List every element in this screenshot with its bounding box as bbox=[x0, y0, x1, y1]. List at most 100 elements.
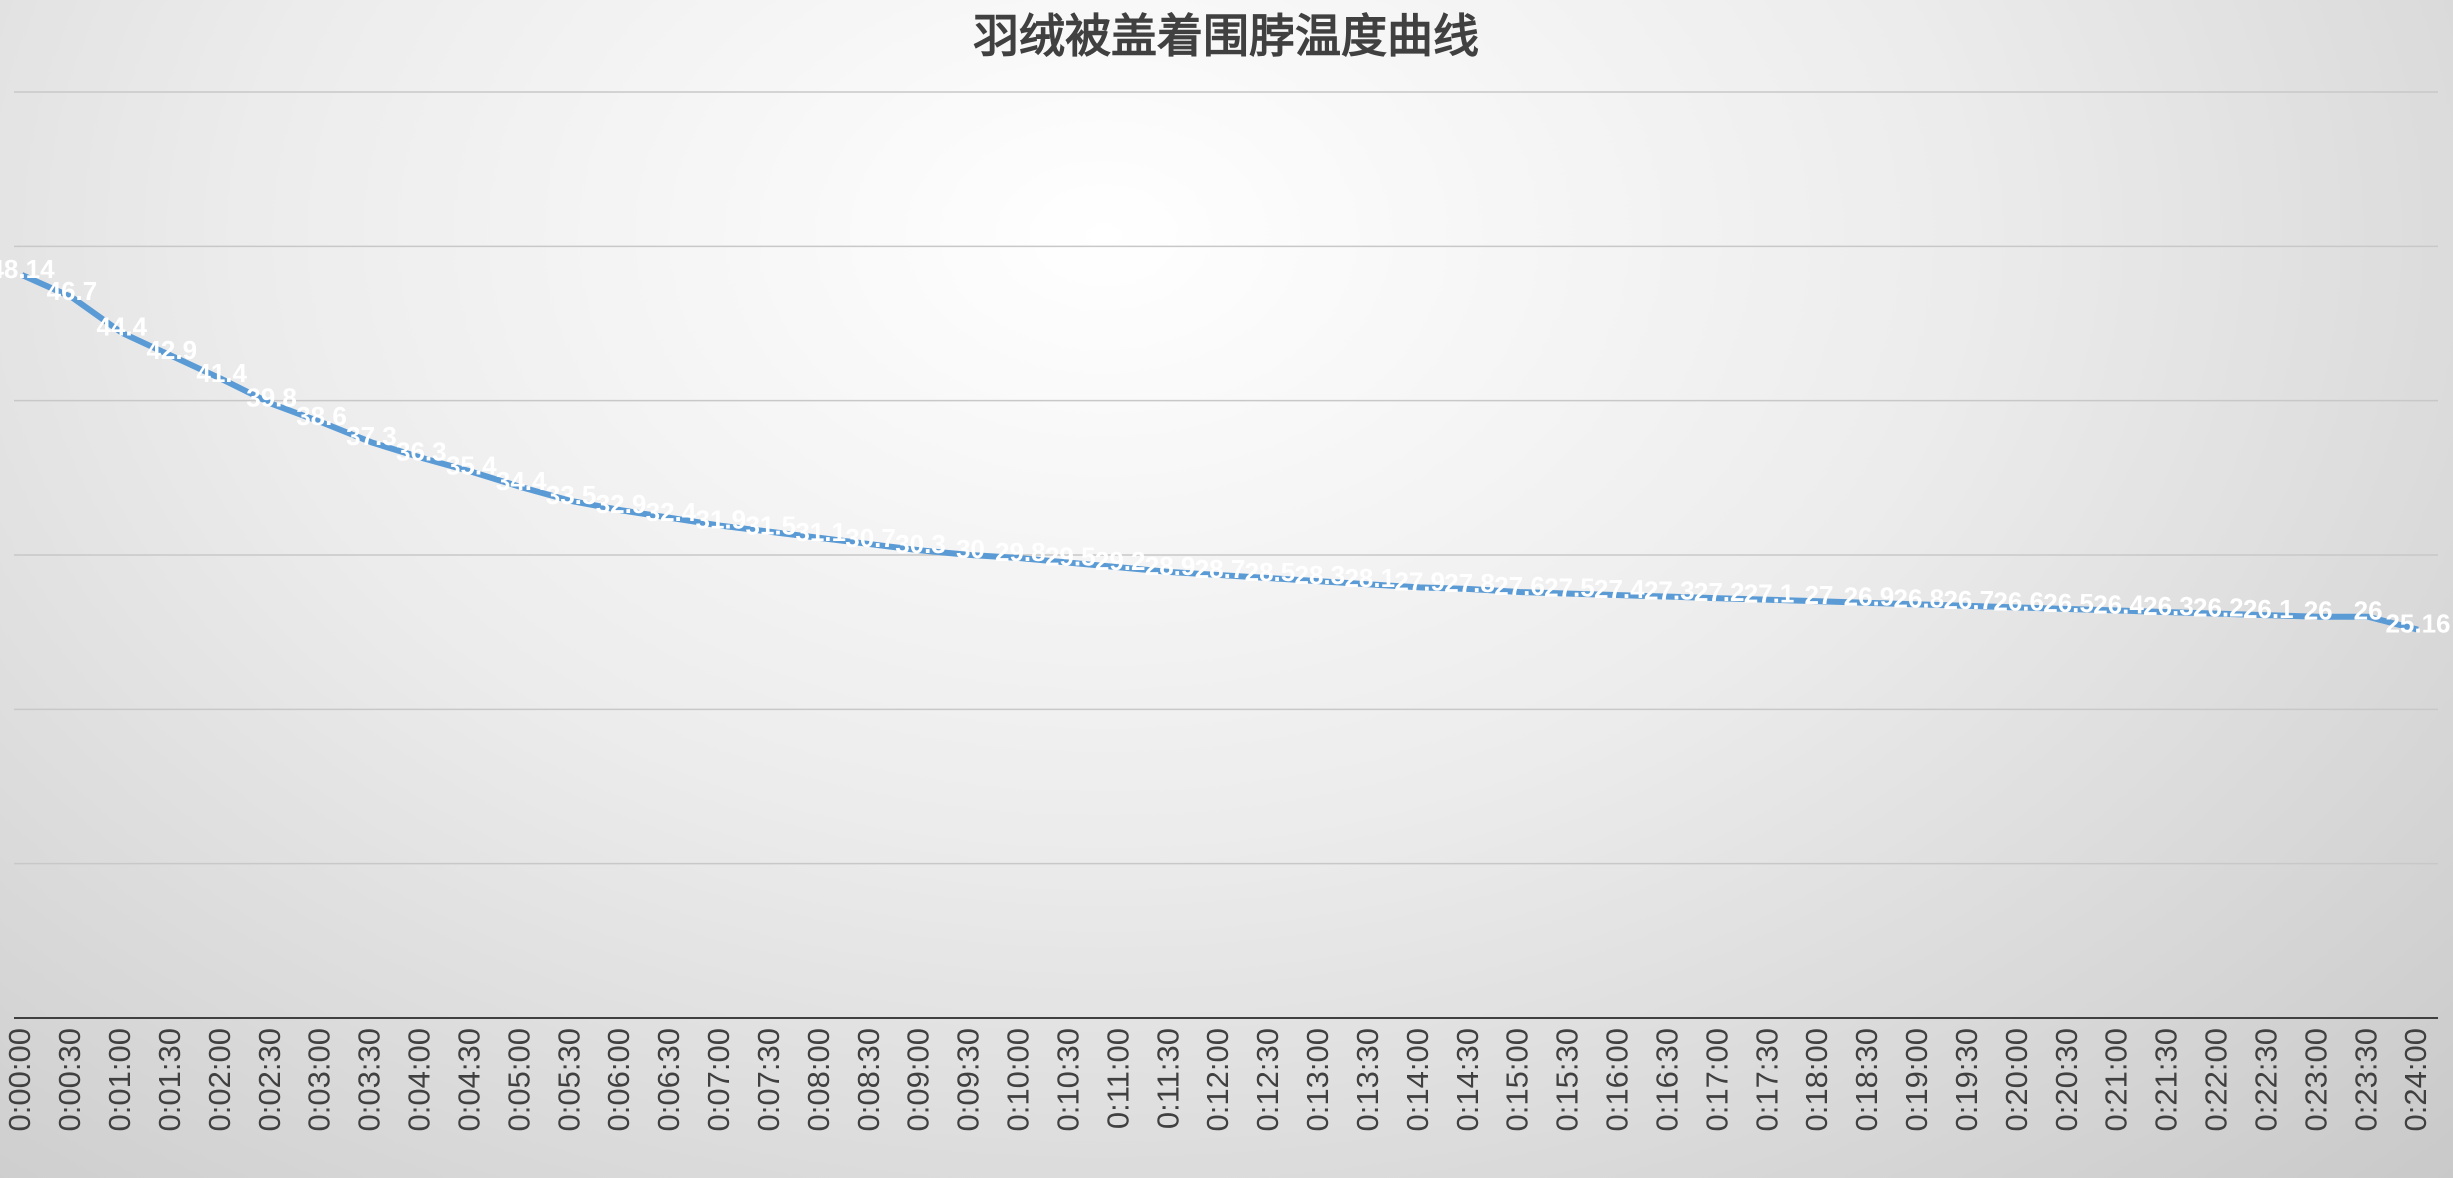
data-label: 42.9 bbox=[146, 335, 197, 365]
data-label: 33.5 bbox=[546, 480, 597, 510]
x-tick-label: 0:01:30 bbox=[152, 1028, 187, 1131]
x-tick-label: 0:18:30 bbox=[1849, 1028, 1884, 1131]
data-label: 31.1 bbox=[795, 517, 846, 547]
x-tick-label: 0:06:00 bbox=[601, 1028, 636, 1131]
data-label: 26.3 bbox=[2143, 591, 2194, 621]
x-tick-label: 0:00:00 bbox=[2, 1028, 37, 1131]
x-tick-label: 0:22:00 bbox=[2199, 1028, 2234, 1131]
x-tick-label: 0:11:00 bbox=[1100, 1028, 1135, 1129]
data-label: 29.8 bbox=[995, 537, 1046, 567]
x-tick-label: 0:19:00 bbox=[1899, 1028, 1934, 1131]
x-tick-label: 0:23:00 bbox=[2298, 1028, 2333, 1131]
data-label: 28.5 bbox=[1245, 557, 1296, 587]
x-tick-label: 0:08:00 bbox=[801, 1028, 836, 1131]
x-tick-label: 0:17:30 bbox=[1749, 1028, 1784, 1131]
data-label: 26.6 bbox=[1993, 586, 2044, 616]
data-label: 26.2 bbox=[2193, 593, 2244, 623]
data-label: 28.1 bbox=[1344, 563, 1395, 593]
x-tick-label: 0:07:30 bbox=[751, 1028, 786, 1131]
data-label: 30.7 bbox=[845, 523, 896, 553]
x-tick-label: 0:13:30 bbox=[1350, 1028, 1385, 1131]
x-tick-label: 0:09:00 bbox=[901, 1028, 936, 1131]
x-tick-label: 0:04:00 bbox=[402, 1028, 437, 1131]
data-label: 26.9 bbox=[1844, 582, 1895, 612]
x-tick-label: 0:13:00 bbox=[1300, 1028, 1335, 1131]
x-tick-label: 0:03:30 bbox=[352, 1028, 387, 1131]
x-tick-label: 0:02:00 bbox=[202, 1028, 237, 1131]
data-label: 31.5 bbox=[745, 511, 796, 541]
data-label: 48.14 bbox=[0, 254, 55, 284]
x-tick-label: 0:21:30 bbox=[2149, 1028, 2184, 1131]
x-tick-label: 0:24:00 bbox=[2398, 1028, 2433, 1131]
x-tick-label: 0:20:30 bbox=[2049, 1028, 2084, 1131]
x-tick-label: 0:02:30 bbox=[252, 1028, 287, 1131]
data-label: 34.4 bbox=[496, 466, 547, 496]
data-label: 26.8 bbox=[1894, 583, 1945, 613]
data-label: 41.4 bbox=[196, 358, 247, 388]
data-label: 26.1 bbox=[2243, 594, 2294, 624]
data-label: 26.5 bbox=[2043, 588, 2094, 618]
data-label: 32.9 bbox=[596, 489, 647, 519]
x-tick-label: 0:16:00 bbox=[1600, 1028, 1635, 1131]
data-label: 29.5 bbox=[1045, 542, 1096, 572]
x-tick-label: 0:07:00 bbox=[701, 1028, 736, 1131]
data-label: 25.16 bbox=[2385, 609, 2450, 639]
x-tick-label: 0:15:30 bbox=[1550, 1028, 1585, 1131]
line bbox=[20, 272, 2419, 633]
x-tick-label: 0:09:30 bbox=[951, 1028, 986, 1131]
x-tick-label: 0:12:00 bbox=[1200, 1028, 1235, 1131]
x-tick-label: 0:08:30 bbox=[851, 1028, 886, 1131]
x-tick-label: 0:05:00 bbox=[501, 1028, 536, 1131]
x-tick-label: 0:17:00 bbox=[1699, 1028, 1734, 1131]
x-tick-label: 0:00:30 bbox=[52, 1028, 87, 1131]
x-tick-label: 0:21:00 bbox=[2099, 1028, 2134, 1131]
x-tick-label: 0:12:30 bbox=[1250, 1028, 1285, 1131]
data-label: 39.8 bbox=[246, 383, 297, 413]
data-label: 44.4 bbox=[97, 312, 148, 342]
data-label: 27.2 bbox=[1694, 577, 1745, 607]
x-tick-label: 0:23:30 bbox=[2348, 1028, 2383, 1131]
x-tick-label: 0:16:30 bbox=[1649, 1028, 1684, 1131]
data-label: 27 bbox=[1805, 580, 1834, 610]
data-label: 31.9 bbox=[696, 505, 747, 535]
x-tick-label: 0:10:00 bbox=[1001, 1028, 1036, 1131]
x-tick-label: 0:20:00 bbox=[1999, 1028, 2034, 1131]
chart-title: 羽绒被盖着围脖温度曲线 bbox=[973, 10, 1479, 62]
data-label: 27.9 bbox=[1394, 566, 1445, 596]
data-label: 27.5 bbox=[1544, 572, 1595, 602]
data-label: 26 bbox=[2354, 596, 2383, 626]
x-tick-label: 0:01:00 bbox=[102, 1028, 137, 1131]
x-tick-label: 0:15:00 bbox=[1500, 1028, 1535, 1131]
data-label: 28.9 bbox=[1145, 551, 1196, 581]
data-label: 27.6 bbox=[1494, 571, 1545, 601]
x-tick-label: 0:14:00 bbox=[1400, 1028, 1435, 1131]
data-label: 30 bbox=[956, 534, 985, 564]
x-tick-label: 0:11:30 bbox=[1150, 1028, 1185, 1129]
x-tick-label: 0:06:30 bbox=[651, 1028, 686, 1131]
x-tick-label: 0:18:00 bbox=[1799, 1028, 1834, 1131]
data-label: 26.4 bbox=[2093, 589, 2144, 619]
data-label: 28.3 bbox=[1295, 560, 1346, 590]
x-tick-label: 0:10:30 bbox=[1050, 1028, 1085, 1131]
x-tick-label: 0:04:30 bbox=[451, 1028, 486, 1131]
data-label: 37.3 bbox=[346, 421, 397, 451]
data-label: 32.4 bbox=[646, 497, 697, 527]
data-label: 27.1 bbox=[1744, 579, 1795, 609]
data-label: 35.4 bbox=[446, 451, 497, 481]
data-label: 46.7 bbox=[47, 276, 98, 306]
data-label: 26 bbox=[2304, 596, 2333, 626]
x-tick-label: 0:22:30 bbox=[2248, 1028, 2283, 1131]
x-tick-label: 0:05:30 bbox=[551, 1028, 586, 1131]
data-label: 38.6 bbox=[296, 401, 347, 431]
data-label: 36.3 bbox=[396, 437, 447, 467]
data-label: 27.3 bbox=[1644, 576, 1695, 606]
x-tick-label: 0:19:30 bbox=[1949, 1028, 1984, 1131]
data-label: 29.2 bbox=[1095, 546, 1146, 576]
data-label: 27.8 bbox=[1444, 568, 1495, 598]
data-label: 30.3 bbox=[895, 529, 946, 559]
x-tick-label: 0:03:00 bbox=[302, 1028, 337, 1131]
data-label: 27.4 bbox=[1594, 574, 1645, 604]
data-label: 28.7 bbox=[1195, 554, 1246, 584]
data-label: 26.7 bbox=[1943, 585, 1994, 615]
